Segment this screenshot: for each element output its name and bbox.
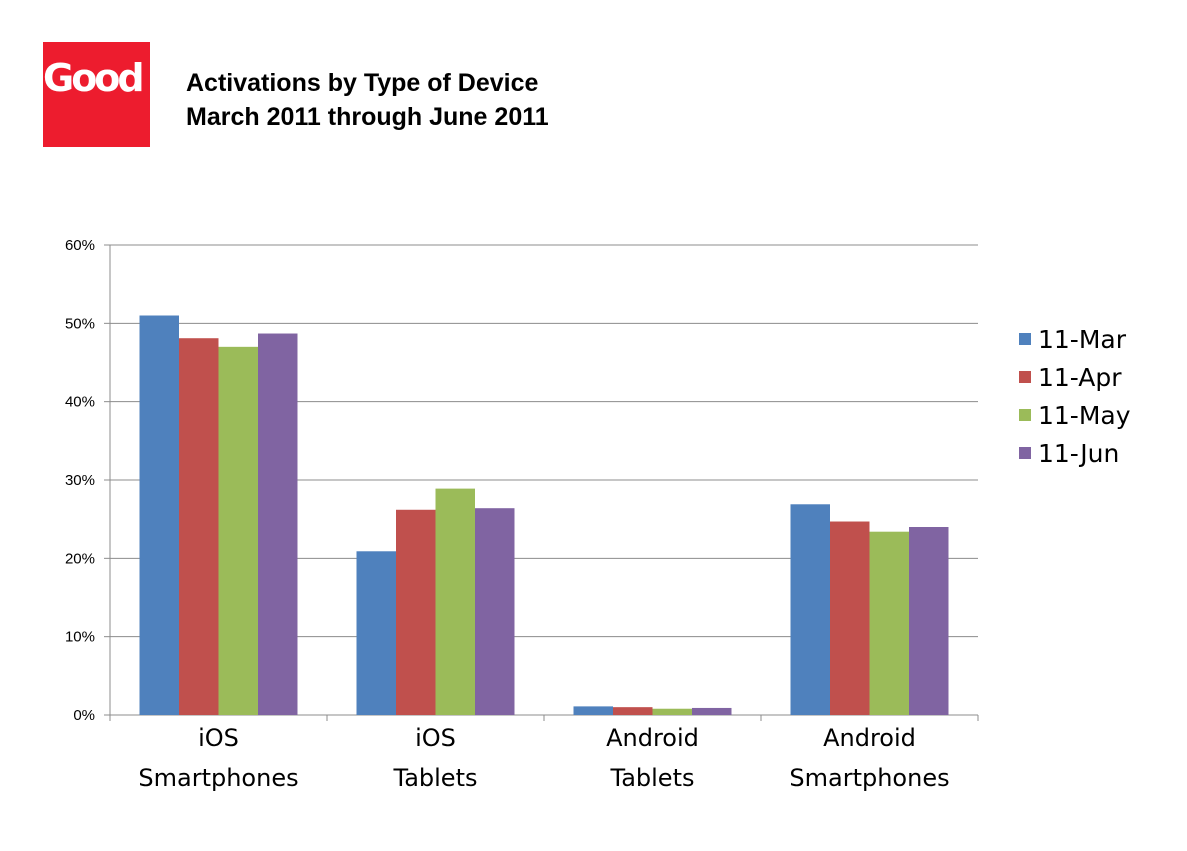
bar xyxy=(258,333,298,715)
chart-subtitle: March 2011 through June 2011 xyxy=(186,103,549,131)
y-tick-label: 30% xyxy=(65,472,95,489)
x-category-label: iOS xyxy=(415,724,456,752)
bar xyxy=(435,488,475,715)
x-category-label: Android xyxy=(823,724,916,752)
legend-swatch xyxy=(1019,333,1031,345)
bars xyxy=(139,315,949,715)
y-tick-label: 0% xyxy=(73,707,95,724)
x-category-label: Tablets xyxy=(610,764,695,792)
x-category-label: Tablets xyxy=(393,764,478,792)
legend-label: 11-May xyxy=(1038,401,1131,430)
bar xyxy=(573,706,613,715)
x-category-label: Smartphones xyxy=(789,764,949,792)
bar xyxy=(692,707,732,715)
bar xyxy=(869,531,909,715)
bar xyxy=(790,504,830,715)
bar xyxy=(218,346,258,715)
bar xyxy=(652,708,692,715)
y-tick-label: 40% xyxy=(65,394,95,411)
x-category-label: Smartphones xyxy=(138,764,298,792)
x-category-label: Android xyxy=(606,724,699,752)
y-tick-label: 50% xyxy=(65,315,95,332)
y-tick-labels: 0% 10% 20% 30% 40% 50% 60% xyxy=(65,237,95,724)
legend: 11-Mar 11-Apr 11-May 11-Jun xyxy=(1019,325,1131,468)
good-logo: Good xyxy=(43,42,150,147)
y-tick-label: 10% xyxy=(65,629,95,646)
bar xyxy=(396,509,436,715)
y-tick-label: 60% xyxy=(65,237,95,254)
bar xyxy=(475,508,515,715)
legend-swatch xyxy=(1019,409,1031,421)
bar xyxy=(830,521,870,715)
bar xyxy=(356,551,396,715)
x-category-label: iOS xyxy=(198,724,239,752)
legend-label: 11-Apr xyxy=(1038,363,1122,392)
chart-title: Activations by Type of Device xyxy=(186,69,539,97)
bar xyxy=(613,707,653,715)
logo-text: Good xyxy=(43,56,145,100)
bar xyxy=(179,338,219,715)
legend-label: 11-Mar xyxy=(1038,325,1127,354)
x-category-labels: iOS Smartphones iOS Tablets Android Tablets An… xyxy=(138,724,949,792)
legend-swatch xyxy=(1019,447,1031,459)
bar xyxy=(909,527,949,715)
y-tick-label: 20% xyxy=(65,550,95,567)
bar xyxy=(139,315,179,715)
chart-titles: Activations by Type of Device March 2011… xyxy=(186,66,549,134)
legend-swatch xyxy=(1019,371,1031,383)
legend-label: 11-Jun xyxy=(1038,439,1119,468)
